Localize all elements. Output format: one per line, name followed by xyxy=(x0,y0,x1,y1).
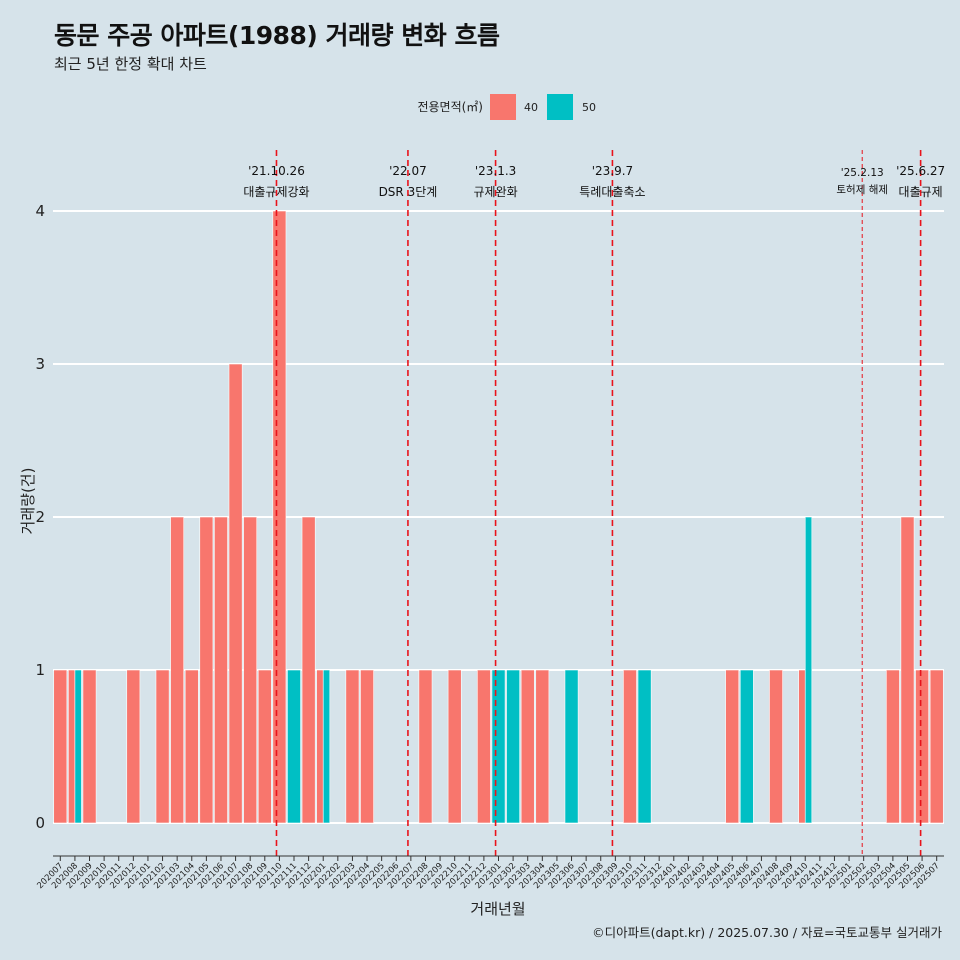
bar-50-202311 xyxy=(637,669,652,824)
bar-40-202506 xyxy=(915,669,929,824)
event-label: 토허제 해제 xyxy=(836,183,888,196)
x-axis-title: 거래년월 xyxy=(470,900,525,918)
legend-title: 전용면적(㎡) xyxy=(417,100,483,114)
source-caption: ©디아파트(dapt.kr) / 2025.07.30 / 자료=국토교통부 실… xyxy=(592,925,942,940)
bar-40-202105 xyxy=(199,516,214,824)
x-axis: 2020072020082020092020102020112020122021… xyxy=(35,855,944,891)
y-tick-label: 0 xyxy=(35,814,45,832)
bar-40-202208 xyxy=(418,669,433,824)
bar-50-202201 xyxy=(322,669,331,824)
chart-subtitle: 최근 5년 한정 확대 차트 xyxy=(54,55,207,73)
bar-40-202109 xyxy=(257,669,272,824)
bar-50-202111 xyxy=(287,669,301,824)
bar-40-202102 xyxy=(155,669,170,824)
bar-50-202301 xyxy=(491,669,506,824)
bar-50-202406 xyxy=(739,669,754,824)
chart-title: 동문 주공 아파트(1988) 거래량 변화 흐름 xyxy=(54,21,500,50)
bar-40-202408 xyxy=(769,669,783,824)
bar-50-202306 xyxy=(564,669,579,824)
event-date: '22.07 xyxy=(389,164,427,178)
bar-40-202304 xyxy=(535,669,550,824)
bar-40-202507 xyxy=(929,669,944,824)
event-date: '23.1.3 xyxy=(475,164,516,178)
bar-40-202204 xyxy=(360,669,374,824)
bar-40-202310 xyxy=(623,669,637,824)
bar-40-202104 xyxy=(184,669,199,824)
bar-40-202303 xyxy=(520,669,535,824)
y-tick-label: 4 xyxy=(35,202,45,220)
bar-40-202203 xyxy=(345,669,360,824)
bar-40-202410 xyxy=(798,669,806,824)
y-axis-title: 거래량(건) xyxy=(19,468,37,535)
bar-40-202009 xyxy=(82,669,97,824)
bar-40-202012 xyxy=(126,669,141,824)
bar-40-202210 xyxy=(447,669,462,824)
y-tick-label: 3 xyxy=(35,355,45,373)
bar-50-202302 xyxy=(506,669,520,824)
legend-label-40: 40 xyxy=(524,101,538,114)
event-date: '23.9.7 xyxy=(592,164,633,178)
bar-40-202505 xyxy=(900,516,915,824)
bar-40-202112 xyxy=(301,516,316,824)
event-label: 대출규제강화 xyxy=(243,185,309,199)
bar-40-202212 xyxy=(477,669,491,824)
event-label: DSR 3단계 xyxy=(379,185,438,199)
event-date: '25.2.13 xyxy=(841,167,884,179)
y-tick-label: 2 xyxy=(35,508,45,526)
event-label: 대출규제 xyxy=(899,185,943,199)
bar-40-202103 xyxy=(170,516,185,824)
event-date: '25.6.27 xyxy=(896,164,945,178)
legend-label-50: 50 xyxy=(582,101,596,114)
bar-40-202108 xyxy=(243,516,258,824)
bar-40-202504 xyxy=(886,669,900,824)
bar-50-202008 xyxy=(74,669,82,824)
event-date: '21.10.26 xyxy=(248,164,305,178)
event-label: 규제완화 xyxy=(473,185,517,199)
bar-40-202107 xyxy=(228,363,243,824)
event-lines: '21.10.26 대출규제강화 '22.07 DSR 3단계 '23.1.3 규제완화 '… xyxy=(243,150,945,856)
legend-swatch-40 xyxy=(490,94,516,120)
bar-50-202410 xyxy=(804,516,813,824)
event-label: 특례대출축소 xyxy=(579,185,645,199)
legend: 전용면적(㎡) 40 50 xyxy=(417,94,596,120)
bar-40-202007 xyxy=(53,669,68,824)
y-axis-ticks: 0 1 2 3 4 xyxy=(35,202,45,832)
bar-40-202110 xyxy=(272,210,287,824)
bar-40-202201 xyxy=(316,669,324,824)
bar-40-202008 xyxy=(68,669,76,824)
bar-40-202106 xyxy=(214,516,228,824)
bar-40-202405 xyxy=(725,669,740,824)
y-tick-label: 1 xyxy=(35,661,45,679)
legend-swatch-50 xyxy=(547,94,573,120)
